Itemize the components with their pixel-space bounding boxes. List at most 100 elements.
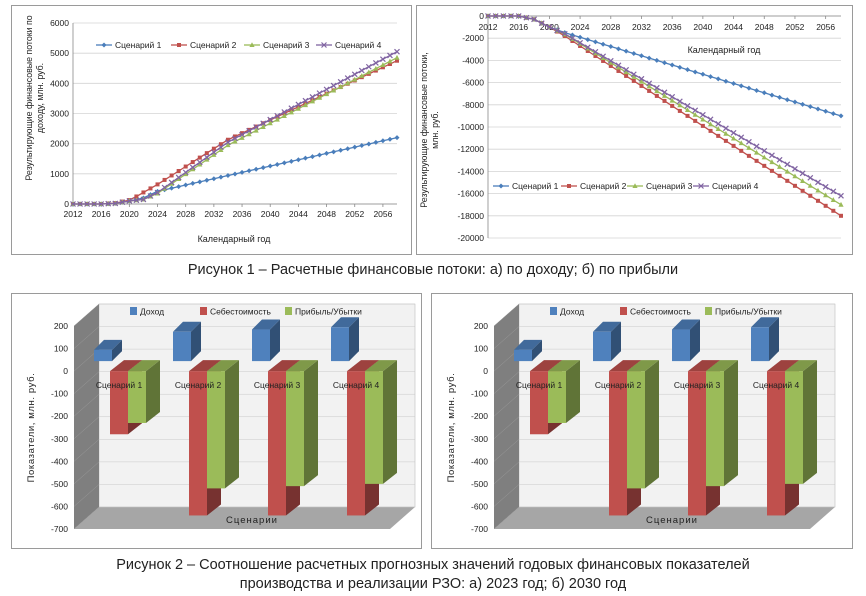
- data-point: [485, 13, 491, 19]
- bar-side: [146, 360, 160, 423]
- data-point: [731, 81, 737, 87]
- data-point: [161, 184, 168, 191]
- data-point: [577, 39, 584, 46]
- series-3: [70, 54, 400, 206]
- data-point: [761, 90, 767, 96]
- data-point: [792, 165, 798, 172]
- x-tick-label: 2052: [785, 22, 804, 32]
- x-tick-label: 2024: [571, 22, 590, 32]
- legend-swatch: [705, 307, 712, 315]
- data-point: [669, 97, 675, 103]
- gridline: [493, 371, 520, 394]
- bar-side: [611, 321, 621, 362]
- data-point: [204, 151, 209, 156]
- data-point: [225, 142, 231, 148]
- data-point: [316, 94, 323, 100]
- legend-label: Сценарий 4: [712, 181, 759, 191]
- bar-side: [769, 317, 779, 362]
- data-point: [799, 170, 806, 177]
- x-tick-label: 2028: [601, 22, 620, 32]
- bar: [751, 317, 779, 362]
- data-point: [140, 196, 147, 203]
- data-point: [190, 180, 196, 186]
- data-point: [653, 84, 660, 91]
- data-point: [275, 114, 280, 119]
- legend-label: Сценарий 3: [263, 40, 310, 50]
- side-wall: [494, 304, 519, 529]
- x-tick-label: 2044: [289, 209, 308, 219]
- data-point: [638, 78, 645, 84]
- data-point: [600, 41, 606, 47]
- data-point: [792, 99, 798, 105]
- bar-front: [94, 349, 112, 362]
- series-line: [73, 57, 398, 205]
- data-point: [232, 135, 238, 142]
- data-point: [281, 109, 288, 115]
- data-point: [379, 56, 386, 63]
- bar-top: [189, 360, 221, 372]
- data-point: [569, 35, 576, 42]
- data-point: [631, 50, 637, 56]
- data-point: [585, 37, 591, 43]
- data-point: [807, 182, 813, 188]
- x-tick-label: 2044: [724, 22, 743, 32]
- y-tick-label: -2000: [462, 33, 484, 43]
- bar-top: [530, 360, 562, 372]
- data-point: [630, 71, 637, 78]
- data-point: [577, 34, 583, 40]
- series-4: [485, 13, 844, 199]
- data-point: [723, 130, 729, 136]
- x-tick-label: 2016: [509, 22, 528, 32]
- data-point: [155, 182, 160, 187]
- y-tick-label: 2000: [50, 139, 69, 149]
- data-point: [387, 136, 393, 142]
- legend-label: Сценарий 3: [646, 181, 693, 191]
- data-point: [394, 48, 400, 55]
- figure2-caption: Рисунок 2 – Соотношение расчетных прогно…: [0, 556, 866, 594]
- legend: Сценарий 1 Сценарий 2 Сценарий 3 Сценарий 4: [96, 40, 382, 50]
- y-tick-label: -200: [51, 411, 68, 421]
- bar-side: [724, 360, 738, 487]
- side-wall: [74, 304, 99, 529]
- data-point: [831, 208, 836, 213]
- floor: [74, 507, 415, 529]
- data-point: [838, 192, 844, 199]
- data-point: [601, 58, 606, 63]
- data-point: [654, 88, 660, 94]
- data-point: [769, 168, 774, 173]
- data-point: [344, 75, 351, 81]
- legend-label: Себестоимость: [630, 307, 692, 317]
- bar-side: [645, 360, 659, 489]
- data-point: [670, 103, 675, 108]
- data-point: [646, 83, 652, 89]
- data-point: [731, 143, 736, 148]
- data-point: [685, 113, 690, 118]
- data-point: [197, 155, 202, 160]
- y-tick-label: 4000: [50, 78, 69, 88]
- chart-panel-1b: 0 -2000 -4000 -6000 -8000 -10000 -12000 -14000 -…: [416, 5, 853, 255]
- data-point: [492, 13, 499, 19]
- data-point: [792, 183, 797, 188]
- x-tick-label: 2048: [755, 22, 774, 32]
- data-point: [225, 137, 230, 142]
- bar-top: [672, 319, 700, 330]
- gridline: [493, 439, 520, 462]
- y-axis-title-line: доходу, млн. руб.: [35, 63, 45, 133]
- bar-front: [609, 371, 627, 516]
- gridline: [73, 326, 100, 349]
- data-point: [593, 53, 598, 58]
- data-point: [807, 174, 814, 181]
- data-point: [669, 93, 676, 100]
- data-point: [708, 74, 714, 80]
- category-label: Сценарий 4: [753, 380, 800, 390]
- category-label: Сценарий 1: [96, 380, 143, 390]
- data-point: [615, 62, 622, 69]
- data-point: [600, 55, 606, 60]
- data-point: [830, 188, 837, 195]
- y-tick-label: -700: [51, 524, 68, 534]
- legend-label: Сценарий 1: [512, 181, 559, 191]
- data-point: [211, 152, 217, 157]
- data-point: [715, 76, 721, 82]
- bar-front: [706, 371, 724, 487]
- data-point: [785, 178, 790, 183]
